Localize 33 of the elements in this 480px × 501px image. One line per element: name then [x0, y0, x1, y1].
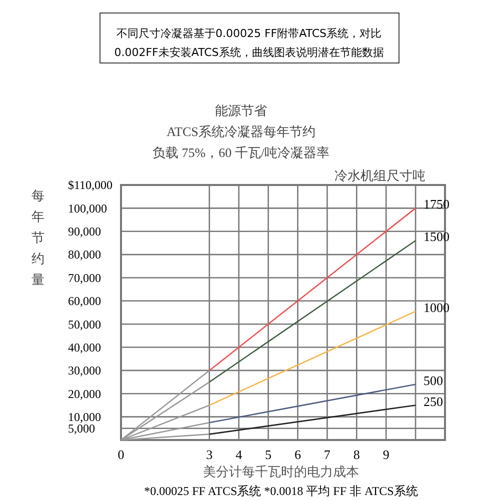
- x-tick-label: 5: [265, 447, 272, 462]
- chart-subtitle: ATCS系统冷凝器每年节约: [166, 124, 316, 139]
- y-tick-label: 10,000: [68, 410, 101, 424]
- series-label: 500: [424, 372, 444, 388]
- chart-title: 能源节省: [215, 103, 267, 118]
- y-tick-label: 30,000: [68, 364, 101, 378]
- y-tick-label: 5,000: [68, 422, 95, 436]
- y-tick-label: 80,000: [68, 248, 101, 262]
- y-tick-label: $110,000: [68, 178, 113, 192]
- y-tick-label: 100,000: [68, 201, 107, 216]
- x-tick-label: 7: [324, 447, 331, 462]
- x-tick-label: 4: [236, 447, 243, 462]
- text: 负载 75%，60 千瓦/吨冷凝器率: [152, 145, 330, 160]
- series-label: 250: [424, 394, 444, 409]
- x-tick-label: 8: [353, 447, 360, 462]
- series-label: 1500: [424, 229, 450, 244]
- series-label: 1750: [424, 196, 450, 212]
- y-tick-label: 40,000: [68, 340, 101, 354]
- x-axis-title: 美分计每千瓦时的电力成本: [203, 464, 359, 479]
- x-tick-label: 3: [206, 447, 213, 462]
- y-tick-label: 90,000: [68, 224, 101, 239]
- text: *0.00025 FF ATCS系统 *0.0018 平均 FF 非 ATCS系统: [144, 484, 418, 498]
- x-tick-label: 6: [294, 447, 302, 462]
- x-tick-label: 0: [118, 447, 124, 462]
- series-label: 1000: [424, 300, 450, 315]
- legend-title: 冷水机组尺寸吨: [334, 168, 426, 183]
- y-axis-title: 每年节约量: [32, 188, 44, 287]
- y-tick-label: 50,000: [68, 317, 101, 332]
- y-tick-label: 20,000: [68, 386, 101, 401]
- text: 不同尺寸冷凝器基于0.00025 FF附带ATCS系统，对比0.002FF未安装ATCS系统，曲线图表说明潜在节能数据: [114, 27, 384, 59]
- y-tick-label: 60,000: [68, 294, 101, 308]
- y-tick-label: 70,000: [68, 270, 101, 285]
- x-tick-label: 9: [382, 447, 390, 462]
